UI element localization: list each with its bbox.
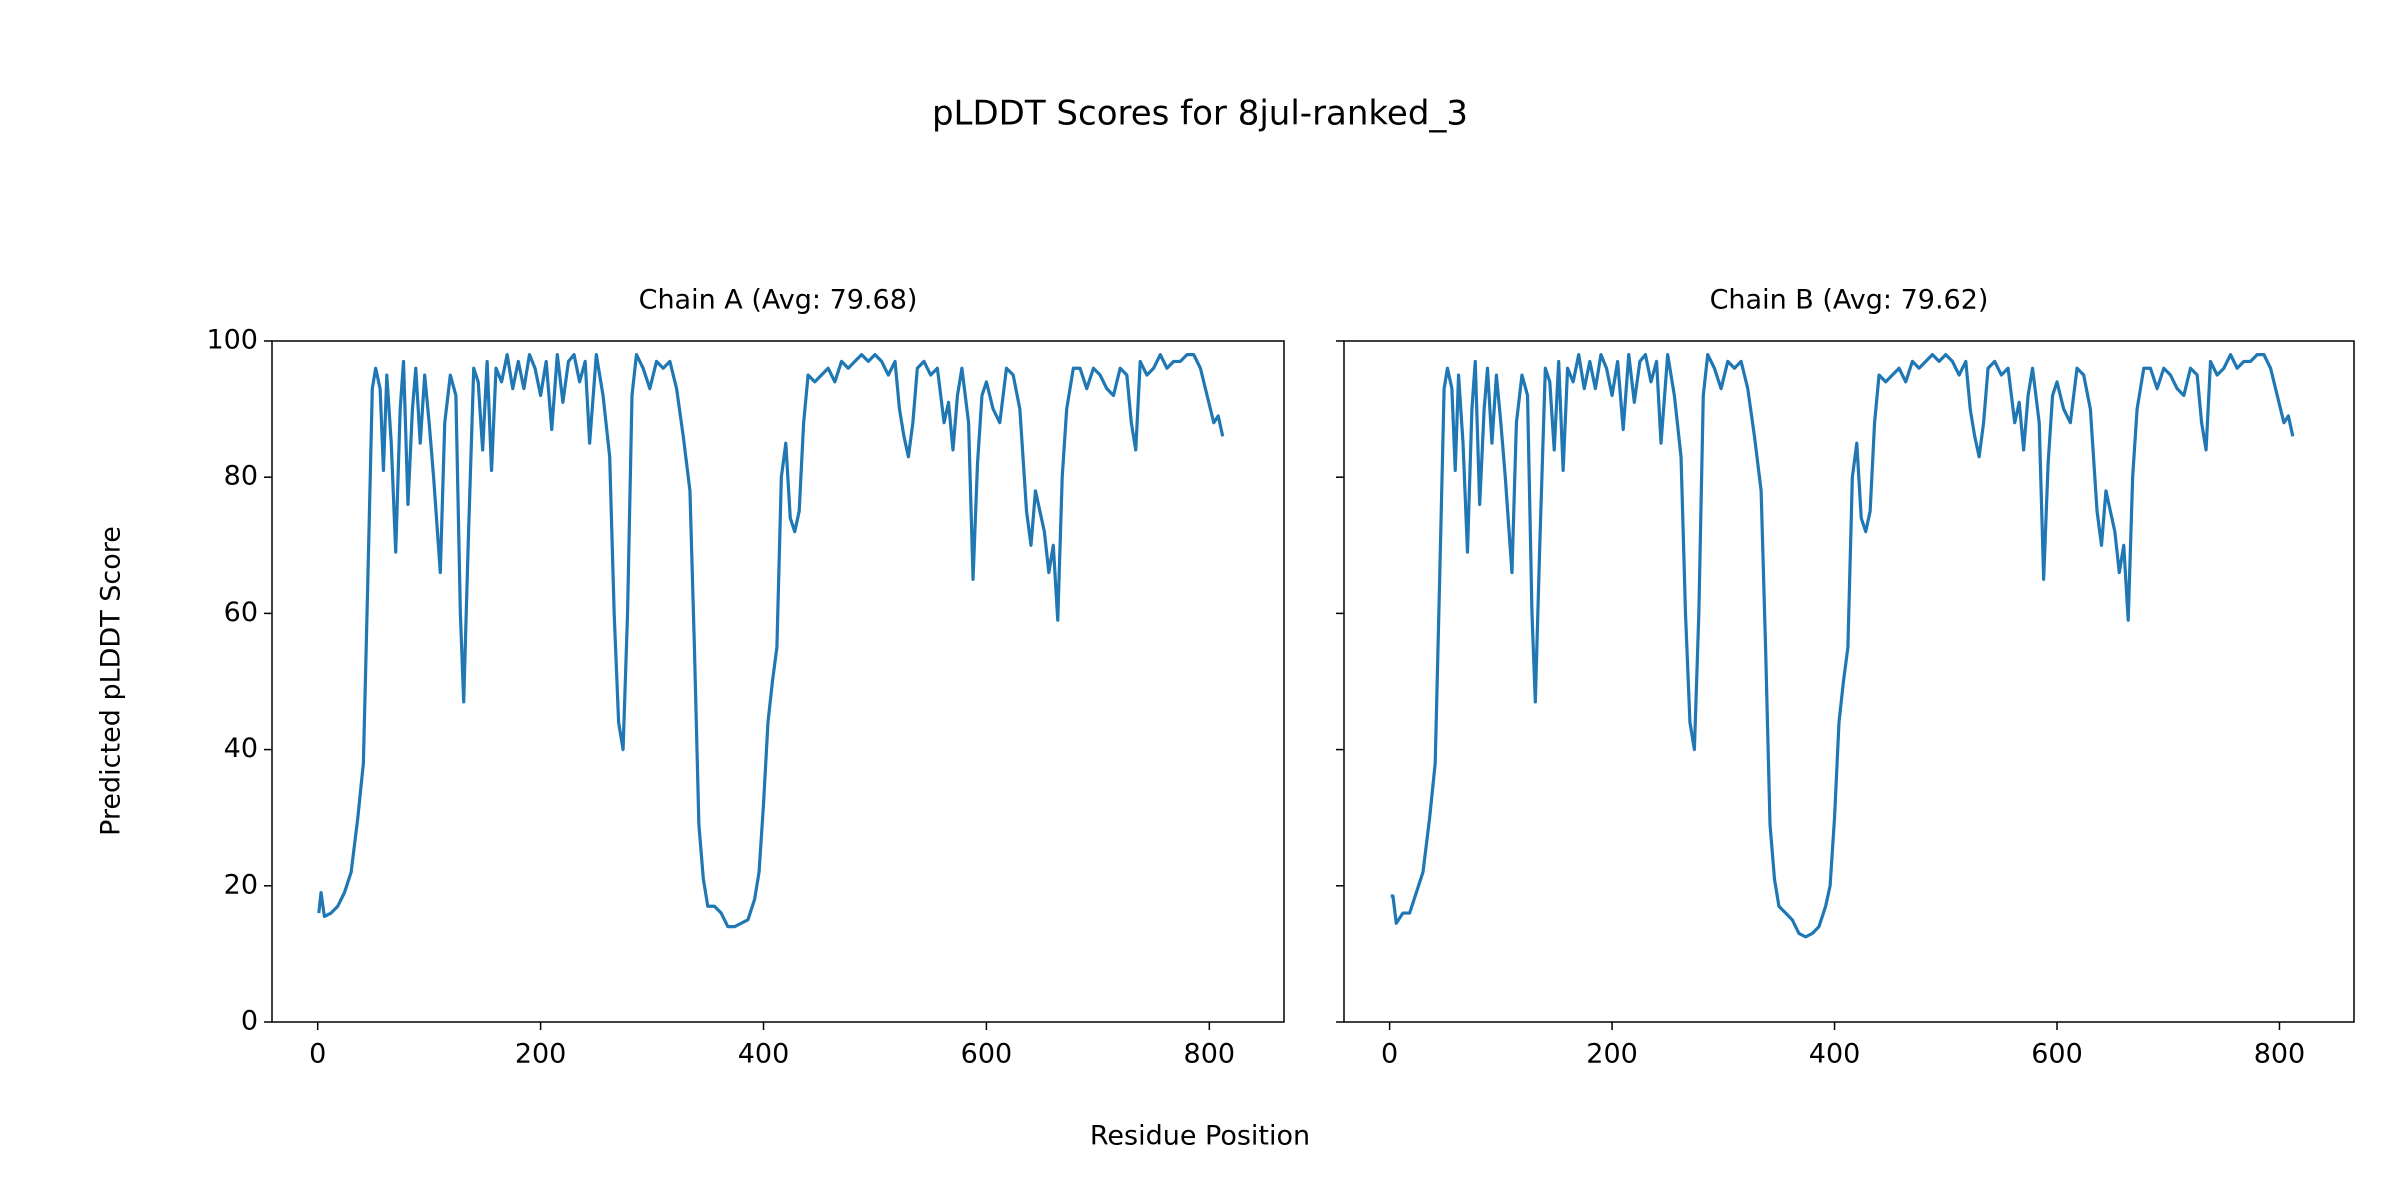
x-tick-label: 200 [515, 1039, 567, 1070]
x-tick-label: 600 [961, 1039, 1013, 1070]
y-tick-label: 20 [224, 869, 258, 900]
x-tick-label: 800 [1184, 1039, 1236, 1070]
x-tick-label: 400 [738, 1039, 790, 1070]
x-tick-label: 0 [309, 1039, 326, 1070]
axes-frame [1343, 340, 2355, 1023]
x-axis-label: Residue Position [1090, 1121, 1310, 1152]
y-tick-label: 80 [224, 461, 258, 492]
x-tick-label: 600 [2031, 1039, 2083, 1070]
x-tick-label: 200 [1586, 1039, 1638, 1070]
axes-frame [271, 340, 1285, 1023]
x-tick-label: 800 [2254, 1039, 2306, 1070]
x-tick-label: 400 [1809, 1039, 1861, 1070]
y-axis-label: Predicted pLDDT Score [96, 526, 127, 836]
y-tick-label: 40 [224, 733, 258, 764]
y-tick-label: 100 [206, 325, 258, 356]
y-tick-label: 60 [224, 597, 258, 628]
y-tick-label: 0 [241, 1006, 258, 1037]
subplot-title: Chain B (Avg: 79.62) [1710, 285, 1989, 316]
figure-title: pLDDT Scores for 8jul-ranked_3 [932, 94, 1468, 134]
data-line [317, 353, 1225, 929]
subplot-title: Chain A (Avg: 79.68) [639, 285, 918, 316]
data-line [1390, 353, 2295, 939]
x-tick-label: 0 [1381, 1039, 1398, 1070]
